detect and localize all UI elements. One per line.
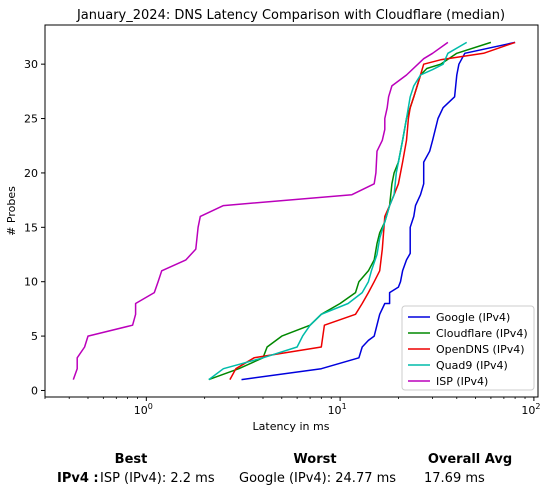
x-tick-label: 100	[134, 402, 153, 417]
legend-entry: Quad9 (IPv4)	[436, 359, 508, 372]
x-tick-label: 102	[521, 402, 540, 417]
y-tick-label: 5	[31, 330, 38, 343]
y-tick-label: 30	[24, 58, 38, 71]
legend-entry: ISP (IPv4)	[436, 375, 488, 388]
chart: January_2024: DNS Latency Comparison wit…	[5, 8, 540, 433]
legend-entry: Google (IPv4)	[436, 311, 510, 324]
legend-box	[401, 305, 535, 391]
stats-row-avg: 17.69 ms	[424, 471, 485, 486]
x-axis: 100 101 102	[44, 397, 540, 417]
legend: Google (IPv4) Cloudflare (IPv4) OpenDNS (I…	[401, 305, 535, 391]
series-line-google-ipv4	[241, 41, 516, 381]
y-axis: 0 5 10 15 20 25 30	[24, 58, 45, 397]
stats-row-best: ISP (IPv4): 2.2 ms	[100, 471, 215, 486]
y-tick-label: 0	[31, 384, 38, 397]
stats-row-worst: Google (IPv4): 24.77 ms	[239, 471, 397, 486]
legend-entry: OpenDNS (IPv4)	[436, 343, 525, 356]
stats-table: Best Worst Overall Avg IPv4 : ISP (IPv4)…	[0, 448, 552, 496]
y-tick-label: 15	[24, 221, 38, 234]
x-tick-label: 101	[328, 402, 347, 417]
plot-area	[44, 24, 539, 398]
stats-header-avg: Overall Avg	[427, 452, 513, 467]
y-tick-label: 10	[24, 276, 38, 289]
y-tick-label: 20	[24, 167, 38, 180]
stats-header-best: Best	[114, 452, 148, 467]
legend-entry: Cloudflare (IPv4)	[436, 327, 528, 340]
series-line-isp-ipv4	[72, 41, 449, 380]
series-lines	[72, 41, 516, 381]
y-tick-label: 25	[24, 113, 38, 126]
stats-row-label: IPv4 :	[57, 471, 99, 486]
x-axis-label: Latency in ms	[253, 420, 330, 433]
chart-title: January_2024: DNS Latency Comparison wit…	[76, 8, 505, 23]
y-axis-label: # Probes	[5, 186, 18, 236]
stats-header-worst: Worst	[293, 452, 337, 467]
series-line-quad9-ipv4	[208, 41, 468, 381]
